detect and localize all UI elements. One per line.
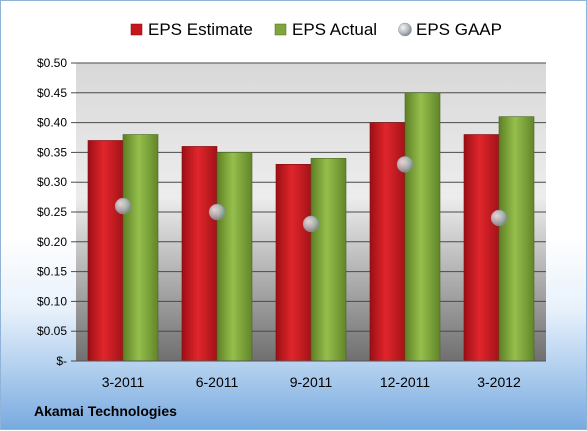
y-tick-label: $0.35 bbox=[37, 145, 67, 159]
x-tick-label: 12-2011 bbox=[380, 374, 431, 390]
legend-label: EPS GAAP bbox=[416, 20, 502, 39]
legend-swatch bbox=[398, 22, 412, 37]
y-tick-label: $0.05 bbox=[37, 324, 67, 338]
bar-eps-actual bbox=[310, 158, 347, 362]
marker-eps-gaap bbox=[302, 215, 320, 233]
bar-eps-estimate bbox=[463, 134, 500, 362]
y-tick-label: $- bbox=[56, 354, 67, 368]
x-tick-label: 3-2011 bbox=[102, 374, 145, 390]
marker-eps-gaap bbox=[114, 197, 132, 215]
y-tick-label: $0.45 bbox=[37, 86, 67, 100]
x-tick-label: 6-2011 bbox=[196, 374, 239, 390]
bar-eps-actual bbox=[404, 92, 441, 362]
bars bbox=[87, 92, 535, 362]
y-tick-label: $0.50 bbox=[37, 56, 67, 70]
y-tick-label: $0.25 bbox=[37, 205, 67, 219]
y-tick-label: $0.20 bbox=[37, 235, 67, 249]
marker-eps-gaap bbox=[396, 156, 414, 173]
legend-swatch bbox=[274, 23, 287, 36]
y-tick-label: $0.30 bbox=[37, 175, 67, 189]
gaap-markers bbox=[114, 156, 508, 233]
x-tick-label: 3-2012 bbox=[477, 374, 521, 390]
legend: EPS Estimate EPS Actual EPS GAAP bbox=[130, 20, 502, 39]
legend-label: EPS Estimate bbox=[148, 20, 253, 39]
bar-eps-actual bbox=[122, 134, 159, 362]
legend-label: EPS Actual bbox=[292, 20, 377, 39]
y-tick-label: $0.40 bbox=[37, 116, 67, 130]
y-axis-ticks: $- $0.05 $0.10 $0.15 $0.20 $0.25 $0.30 $0.35 $0.… bbox=[37, 56, 76, 368]
bar-eps-estimate bbox=[181, 146, 218, 362]
marker-eps-gaap bbox=[490, 209, 508, 227]
bar-eps-estimate bbox=[275, 164, 312, 362]
legend-swatch bbox=[130, 23, 143, 36]
y-tick-label: $0.10 bbox=[37, 294, 67, 308]
marker-eps-gaap bbox=[208, 203, 226, 221]
company-name: Akamai Technologies bbox=[34, 403, 177, 419]
x-axis-ticks: 3-2011 6-2011 9-2011 12-2011 3-2012 bbox=[102, 374, 521, 390]
bar-eps-actual bbox=[216, 152, 253, 362]
x-tick-label: 9-2011 bbox=[290, 374, 333, 390]
y-tick-label: $0.15 bbox=[37, 265, 67, 279]
bar-eps-estimate bbox=[87, 140, 124, 362]
bar-eps-actual bbox=[498, 116, 535, 362]
